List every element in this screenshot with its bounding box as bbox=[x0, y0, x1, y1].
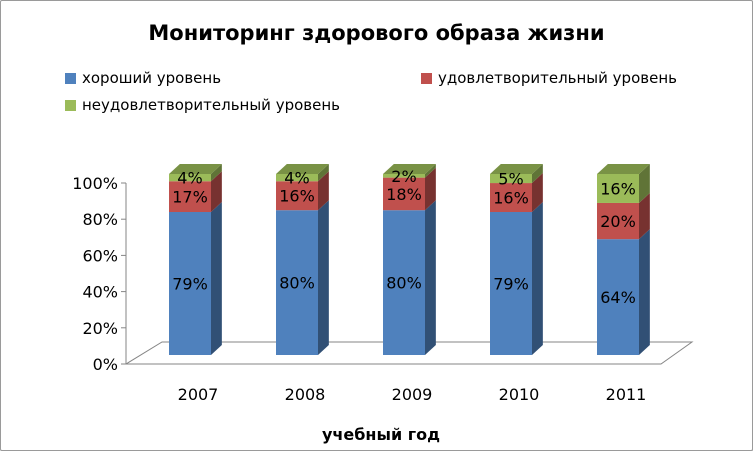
y-tick-label: 0% bbox=[93, 355, 118, 374]
data-label-2008-0: 80% bbox=[279, 274, 315, 293]
data-label-2010-2: 5% bbox=[498, 170, 523, 189]
bar-segment-2008-1 bbox=[276, 181, 318, 211]
bar-segment-2011-0 bbox=[597, 239, 639, 355]
bar-top-2008 bbox=[276, 164, 329, 174]
bar-segment-2009-1 bbox=[383, 177, 425, 211]
bar-side-2011-2 bbox=[639, 164, 650, 203]
data-label-2008-1: 16% bbox=[279, 187, 315, 206]
legend-swatch-satisfactory bbox=[421, 72, 432, 84]
bar-side-2011-0 bbox=[639, 229, 650, 355]
data-label-2007-1: 17% bbox=[172, 188, 208, 207]
bar-side-2010-1 bbox=[532, 173, 543, 213]
legend-item-unsatisfactory: неудовлетворительный уровень bbox=[65, 96, 340, 114]
bar-segment-2011-2 bbox=[597, 174, 639, 203]
x-tick-label-2009: 2009 bbox=[392, 385, 433, 404]
bar-side-2011-1 bbox=[639, 192, 650, 240]
bar-top-2007 bbox=[169, 164, 222, 174]
data-label-2011-1: 20% bbox=[600, 212, 636, 231]
bar-top-2011 bbox=[597, 164, 650, 174]
bar-side-2007-0 bbox=[211, 202, 222, 355]
data-label-2010-1: 16% bbox=[493, 189, 529, 208]
data-label-2011-2: 16% bbox=[600, 179, 636, 198]
x-tick-label-2011: 2011 bbox=[606, 385, 647, 404]
bar-segment-2009-2 bbox=[383, 174, 425, 178]
bar-side-2008-2 bbox=[318, 164, 329, 182]
data-label-2009-0: 80% bbox=[386, 274, 422, 293]
y-tick-label: 60% bbox=[82, 246, 118, 265]
x-axis-title: учебный год bbox=[321, 425, 440, 444]
bar-segment-2008-2 bbox=[276, 174, 318, 182]
bar-segment-2009-0 bbox=[383, 210, 425, 355]
bar-segment-2007-2 bbox=[169, 174, 211, 182]
data-label-2011-0: 64% bbox=[600, 288, 636, 307]
bar-side-2010-0 bbox=[532, 202, 543, 355]
bar-segment-2010-1 bbox=[490, 183, 532, 213]
data-label-2007-2: 4% bbox=[177, 169, 202, 188]
legend-item-good: хороший уровень bbox=[65, 69, 221, 87]
legend-label-satisfactory: удовлетворительный уровень bbox=[438, 69, 677, 87]
legend-label-unsatisfactory: неудовлетворительный уровень bbox=[82, 96, 340, 114]
bar-side-2009-2 bbox=[425, 164, 436, 178]
bar-top-2010 bbox=[490, 164, 543, 174]
legend-label-good: хороший уровень bbox=[82, 69, 222, 87]
y-tick-label: 100% bbox=[72, 174, 118, 193]
bar-top-2009 bbox=[383, 164, 436, 174]
x-tick-label-2007: 2007 bbox=[178, 385, 219, 404]
x-tick-label-2010: 2010 bbox=[499, 385, 540, 404]
bar-side-2008-0 bbox=[318, 200, 329, 355]
bar-segment-2010-2 bbox=[490, 174, 532, 184]
data-label-2009-1: 18% bbox=[386, 185, 422, 204]
legend-swatch-good bbox=[65, 72, 76, 84]
bar-segment-2011-1 bbox=[597, 202, 639, 240]
y-tick-label: 80% bbox=[82, 210, 118, 229]
bar-segment-2010-0 bbox=[490, 212, 532, 355]
plot-floor bbox=[124, 341, 694, 365]
bar-side-2008-1 bbox=[318, 171, 329, 211]
bar-side-2007-2 bbox=[211, 164, 222, 182]
data-label-2009-2: 2% bbox=[391, 167, 416, 186]
legend-swatch-unsatisfactory bbox=[65, 99, 76, 111]
bar-side-2010-2 bbox=[532, 164, 543, 184]
bar-side-2007-1 bbox=[211, 171, 222, 213]
bar-segment-2007-1 bbox=[169, 181, 211, 213]
bar-side-2009-1 bbox=[425, 167, 436, 211]
data-label-2007-0: 79% bbox=[172, 275, 208, 294]
y-tick-label: 40% bbox=[82, 283, 118, 302]
y-tick-label: 20% bbox=[82, 319, 118, 338]
chart-title: Мониторинг здорового образа жизни bbox=[148, 21, 605, 45]
x-tick-label-2008: 2008 bbox=[285, 385, 326, 404]
bar-segment-2008-0 bbox=[276, 210, 318, 355]
bar-segment-2007-0 bbox=[169, 212, 211, 355]
bar-side-2009-0 bbox=[425, 200, 436, 355]
legend-item-satisfactory: удовлетворительный уровень bbox=[421, 69, 677, 87]
data-label-2008-2: 4% bbox=[284, 169, 309, 188]
data-label-2010-0: 79% bbox=[493, 275, 529, 294]
